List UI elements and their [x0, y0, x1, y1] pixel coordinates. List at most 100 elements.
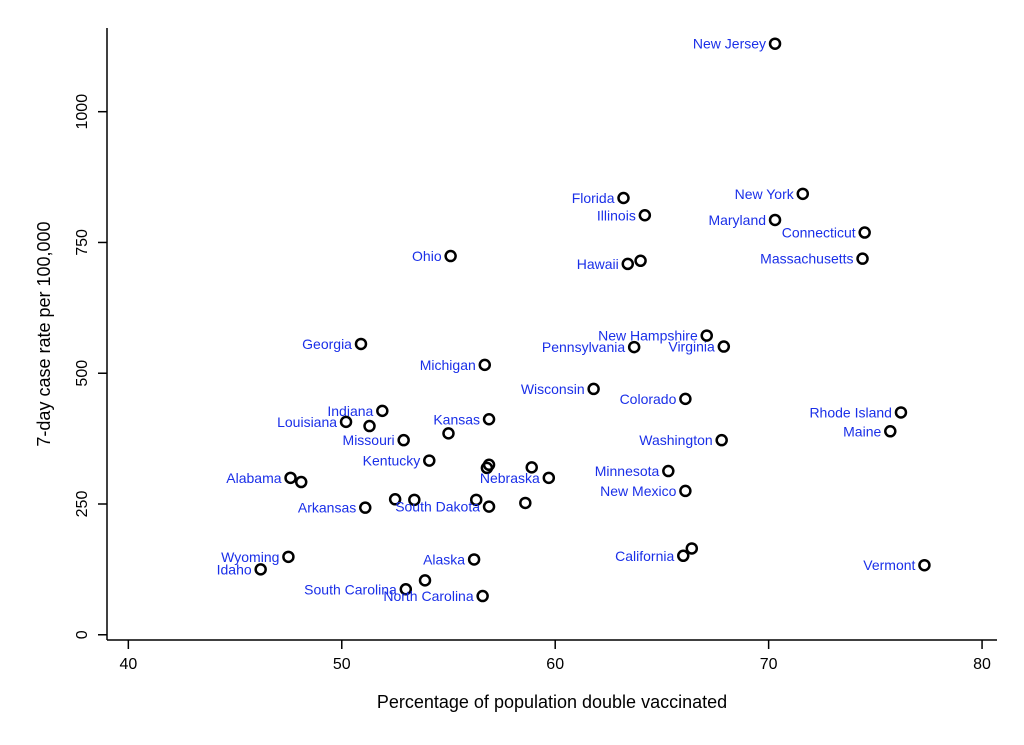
data-point [363, 419, 376, 433]
data-point [254, 563, 267, 576]
data-point [715, 433, 728, 447]
point-label: Pennsylvania [542, 339, 625, 355]
y-tick-label: 0 [74, 630, 91, 639]
point-label: Maryland [708, 212, 766, 228]
data-point [918, 558, 931, 572]
point-label: Arkansas [298, 500, 356, 516]
data-point [408, 493, 421, 507]
point-label: Missouri [343, 432, 395, 448]
point-label: Ohio [412, 248, 442, 264]
point-label: Vermont [863, 557, 915, 573]
point-label: Michigan [420, 357, 476, 373]
data-point [467, 553, 481, 566]
data-point [358, 501, 372, 514]
point-label: Colorado [620, 391, 677, 407]
y-tick-label: 750 [74, 229, 91, 256]
x-tick-label: 50 [333, 656, 351, 673]
y-axis-title: 7-day case rate per 100,000 [34, 221, 54, 446]
data-point [858, 226, 871, 239]
point-label: New Jersey [693, 36, 766, 52]
data-point [884, 425, 897, 438]
point-label: California [615, 548, 674, 564]
data-point [617, 191, 630, 205]
y-tick-label: 250 [74, 491, 91, 518]
point-label: Louisiana [277, 414, 337, 430]
data-point [685, 542, 699, 555]
data-point [679, 392, 692, 406]
point-label: Illinois [597, 207, 636, 223]
data-point [679, 484, 692, 498]
point-label: Idaho [217, 561, 252, 577]
data-point [519, 496, 532, 510]
point-label: Rhode Island [809, 404, 892, 420]
data-point [469, 493, 483, 507]
data-point [354, 337, 368, 351]
data-point [662, 464, 675, 478]
point-label: Minnesota [595, 463, 660, 479]
point-label: Alaska [423, 551, 465, 567]
data-point [397, 433, 410, 447]
data-point [638, 209, 652, 222]
data-point [482, 500, 496, 513]
point-label: New Mexico [600, 483, 676, 499]
x-axis: 40 50 60 70 80 Percentage of population doub… [107, 639, 997, 712]
point-label: Massachusetts [760, 251, 853, 267]
point-label: Alabama [226, 470, 281, 486]
data-point [423, 454, 436, 467]
data-point [399, 583, 413, 596]
data-point [339, 415, 353, 429]
data-point [478, 358, 492, 372]
y-tick-label: 1000 [74, 94, 91, 130]
point-label: Kansas [433, 411, 480, 427]
point-label: Florida [572, 190, 615, 206]
data-point [282, 550, 295, 564]
point-label: South Dakota [395, 499, 480, 515]
point-label: Connecticut [782, 225, 856, 241]
data-point [476, 589, 489, 603]
data-point [444, 249, 457, 263]
point-label: Maine [843, 423, 881, 439]
point-label: Washington [639, 432, 712, 448]
point-label: Indiana [327, 403, 373, 419]
point-label: Nebraska [480, 470, 540, 486]
y-axis: 0 250 500 750 1000 7-day case rate per 100,0… [34, 28, 108, 640]
data-point [856, 252, 869, 265]
x-tick-label: 80 [973, 656, 991, 673]
point-label: South Carolina [304, 581, 397, 597]
point-label: Georgia [302, 336, 352, 352]
y-tick-label: 500 [74, 360, 91, 387]
data-point [768, 37, 782, 50]
data-point [376, 404, 389, 418]
data-point [587, 382, 600, 396]
data-point [482, 413, 496, 426]
data-point [542, 471, 556, 485]
data-point [294, 475, 308, 489]
x-tick-label: 60 [546, 656, 564, 673]
point-label: New York [735, 186, 795, 202]
data-point [418, 574, 432, 587]
data-point [284, 471, 297, 485]
x-axis-title: Percentage of population double vaccinat… [377, 692, 727, 712]
point-label: Hawaii [577, 256, 619, 272]
data-point [700, 329, 713, 342]
data-point [634, 254, 647, 268]
data-point [627, 340, 641, 354]
point-label: North Carolina [383, 588, 473, 604]
point-label: Wisconsin [521, 381, 585, 397]
point-label: Virginia [668, 339, 715, 355]
x-tick-label: 40 [119, 656, 137, 673]
point-label: Wyoming [221, 549, 279, 565]
data-point [525, 461, 538, 474]
data-point [717, 340, 731, 353]
x-tick-label: 70 [760, 656, 778, 673]
data-point [442, 427, 455, 440]
data-point [768, 213, 782, 227]
data-point [621, 257, 635, 271]
point-label: Kentucky [363, 453, 421, 469]
data-point [796, 187, 810, 201]
data-point [894, 406, 908, 419]
data-point [480, 461, 494, 475]
data-point [388, 493, 402, 506]
